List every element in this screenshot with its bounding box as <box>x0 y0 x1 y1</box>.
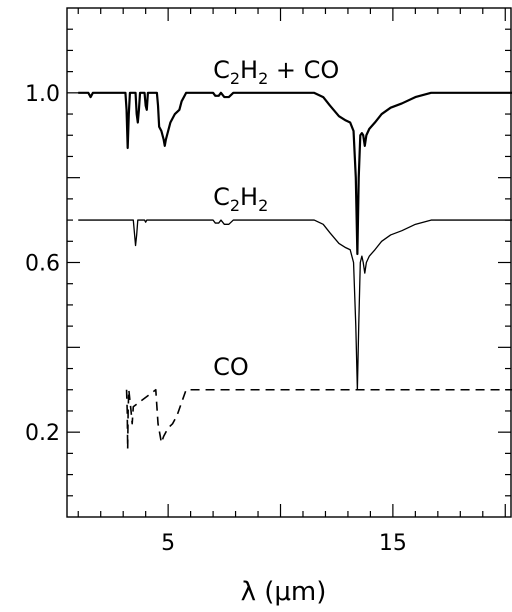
series-line-c2h2 <box>78 219 512 391</box>
curve-label-c2h2: C2H2 <box>213 183 268 215</box>
ticks-layer <box>67 8 511 517</box>
x-tick-label: 5 <box>161 531 175 556</box>
labels-layer: 0.2 0.6 1.0 5 15 <box>25 82 407 556</box>
curve-label-co: CO <box>213 353 249 381</box>
annotation-layer: C2H2 + CO C2H2 CO <box>213 56 339 381</box>
curve-label-c2h2-co: C2H2 + CO <box>213 56 339 88</box>
x-axis-title: λ (μm) <box>241 577 327 607</box>
series-line-c2h2-co <box>78 91 512 256</box>
series-line-co <box>125 388 512 450</box>
y-tick-label: 1.0 <box>25 82 60 107</box>
plot-frame <box>66 7 512 518</box>
x-tick-label: 15 <box>379 531 407 556</box>
y-tick-label: 0.6 <box>25 252 60 277</box>
y-tick-label: 0.2 <box>25 421 60 446</box>
series-layer <box>78 91 512 450</box>
